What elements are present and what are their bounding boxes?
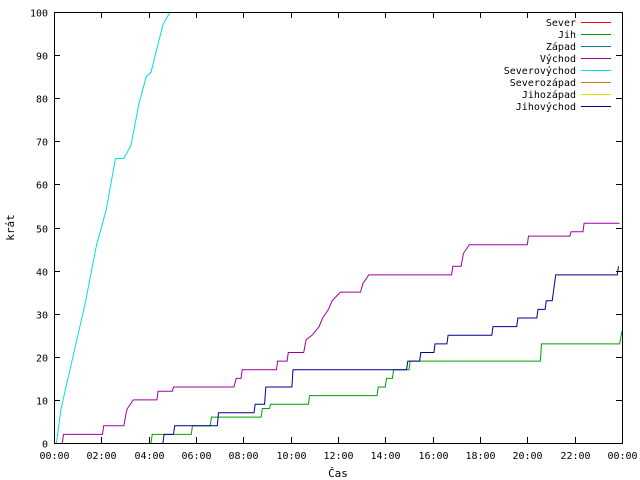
x-axis-label: Čas: [328, 467, 348, 480]
y-tick-label: 90: [36, 52, 48, 63]
x-tick-label: 20:00: [512, 451, 542, 462]
y-tick-label: 60: [36, 181, 48, 192]
legend-label: Západ: [546, 41, 576, 53]
x-tick-label: 06:00: [181, 451, 211, 462]
x-tick-label: 14:00: [370, 451, 400, 462]
x-tick-label: 12:00: [323, 451, 353, 462]
legend-label: Jihovýchod: [516, 101, 576, 113]
x-tick-label: 22:00: [560, 451, 590, 462]
x-tick-label: 04:00: [134, 451, 164, 462]
axis-ticks: 0 10 20 30 40 50 60 70 80 90 100 00:00 02:00 04:00 06:…: [30, 9, 638, 463]
x-tick-label: 18:00: [465, 451, 495, 462]
legend-label: Jihozápad: [522, 89, 576, 101]
x-tick-label: 02:00: [86, 451, 116, 462]
x-tick-label: 00:00: [39, 451, 69, 462]
y-tick-label: 100: [30, 9, 48, 20]
x-tick-label: 16:00: [418, 451, 448, 462]
y-tick-label: 50: [36, 225, 48, 236]
legend-label: Severovýchod: [504, 65, 576, 77]
y-tick-label: 70: [36, 138, 48, 149]
legend-label: Jih: [558, 30, 576, 41]
legend-label: Severozápad: [510, 77, 576, 89]
y-tick-label: 10: [36, 397, 48, 408]
series-layer: [55, 11, 623, 444]
y-tick-label: 0: [42, 440, 48, 451]
series-line-4: [55, 11, 171, 444]
series-line-7: [162, 266, 619, 444]
legend: SeverJihZápadVýchodSeverovýchodSeverozáp…: [504, 18, 611, 113]
x-tick-label: 00:00: [607, 451, 637, 462]
legend-label: Východ: [540, 53, 576, 65]
legend-label: Sever: [546, 18, 576, 29]
y-tick-label: 30: [36, 311, 48, 322]
y-tick-label: 20: [36, 354, 48, 365]
y-axis-label: krát: [4, 214, 17, 241]
x-tick-label: 10:00: [276, 451, 306, 462]
series-line-3: [61, 222, 620, 444]
y-tick-label: 40: [36, 268, 48, 279]
y-tick-label: 80: [36, 95, 48, 106]
x-tick-label: 08:00: [228, 451, 258, 462]
